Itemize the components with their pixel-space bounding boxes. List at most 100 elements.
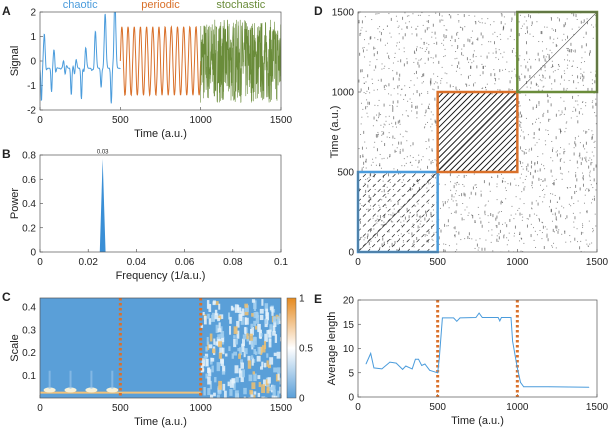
recurrence-point	[554, 212, 556, 216]
recurrence-point	[543, 180, 545, 182]
recurrence-point	[358, 19, 360, 23]
recurrence-point	[430, 126, 432, 128]
recurrence-point	[419, 14, 421, 16]
recurrence-point	[542, 75, 544, 79]
recurrence-point	[522, 251, 524, 252]
axes-frame	[39, 11, 282, 111]
recurrence-point	[589, 176, 591, 178]
recurrence-point	[473, 173, 475, 175]
recurrence-point	[557, 17, 559, 19]
data-point	[373, 367, 375, 369]
heatmap-cell	[204, 353, 209, 358]
x-tick-label: 0.02	[78, 257, 98, 268]
recurrence-point	[392, 106, 394, 110]
heatmap-cell	[277, 390, 280, 398]
recurrence-point	[478, 214, 480, 216]
recurrence-point	[580, 62, 582, 64]
data-point	[517, 367, 518, 369]
recurrence-point	[442, 203, 444, 207]
recurrence-point	[518, 207, 520, 209]
data-point	[434, 371, 435, 373]
power-peak	[99, 158, 106, 252]
recurrence-point	[500, 38, 502, 40]
recurrence-point	[361, 236, 363, 238]
recurrence-point	[383, 103, 385, 107]
recurrence-point	[441, 19, 443, 21]
recurrence-point	[446, 29, 448, 31]
recurrence-point	[495, 78, 497, 82]
recurrence-point	[376, 136, 378, 138]
recurrence-point	[493, 21, 495, 23]
recurrence-point	[505, 190, 507, 192]
recurrence-point	[582, 22, 584, 24]
heatmap-cell	[229, 316, 232, 324]
recurrence-point	[438, 60, 440, 64]
recurrence-point	[386, 42, 388, 44]
x-tick-label: 0	[355, 402, 361, 413]
y-tick-label: 1	[30, 32, 36, 43]
heatmap-cell	[215, 324, 219, 333]
recurrence-point	[484, 205, 486, 207]
recurrence-point	[383, 221, 385, 223]
recurrence-diagonal	[437, 91, 469, 123]
recurrence-point	[420, 168, 422, 170]
recurrence-point	[519, 105, 521, 107]
recurrence-point	[570, 51, 572, 53]
recurrence-point	[523, 136, 525, 140]
recurrence-point	[362, 154, 364, 158]
recurrence-point	[522, 150, 524, 152]
recurrence-point	[444, 249, 446, 252]
recurrence-point	[358, 12, 360, 14]
heatmap-cell	[203, 387, 206, 396]
recurrence-point	[451, 45, 453, 47]
recurrence-point	[523, 59, 525, 61]
recurrence-point	[546, 26, 548, 28]
recurrence-point	[432, 203, 434, 205]
recurrence-point	[422, 73, 424, 77]
heatmap-cell	[233, 338, 237, 348]
y-tick-label: 0.2	[22, 223, 36, 234]
recurrence-point	[401, 88, 403, 90]
recurrence-point	[423, 73, 425, 77]
recurrence-point	[572, 60, 574, 62]
recurrence-point	[540, 67, 542, 71]
recurrence-point	[413, 50, 415, 54]
recurrence-point	[479, 217, 481, 219]
x-tick-label: 0	[37, 115, 43, 126]
recurrence-point	[594, 112, 596, 114]
recurrence-point	[472, 186, 474, 190]
recurrence-point	[523, 203, 525, 205]
recurrence-point	[362, 108, 364, 110]
recurrence-point	[442, 19, 444, 21]
recurrence-point	[563, 151, 565, 155]
heatmap-cell	[271, 395, 275, 398]
heatmap-cell	[258, 381, 261, 388]
recurrence-point	[384, 214, 386, 218]
recurrence-point	[589, 157, 591, 159]
recurrence-point	[505, 198, 507, 200]
recurrence-point	[579, 155, 581, 157]
data-point	[520, 382, 521, 383]
recurrence-point	[536, 104, 538, 108]
heatmap-cell	[216, 394, 220, 398]
recurrence-point	[586, 151, 588, 153]
heatmap-cell	[207, 388, 211, 396]
recurrence-point	[585, 158, 587, 162]
recurrence-point	[386, 136, 388, 138]
recurrence-point	[424, 217, 426, 221]
recurrence-point	[396, 147, 398, 149]
recurrence-point	[518, 33, 520, 37]
recurrence-point	[417, 61, 419, 65]
recurrence-point	[471, 43, 473, 45]
recurrence-point	[531, 147, 533, 151]
recurrence-point	[565, 127, 567, 129]
recurrence-point	[484, 214, 486, 216]
heatmap-cell	[269, 324, 273, 332]
heatmap-cell	[267, 377, 271, 384]
recurrence-point	[480, 190, 482, 192]
recurrence-point	[474, 184, 476, 186]
recurrence-point	[456, 47, 458, 49]
recurrence-point	[428, 50, 430, 54]
recurrence-point	[462, 203, 464, 205]
recurrence-point	[532, 35, 534, 37]
